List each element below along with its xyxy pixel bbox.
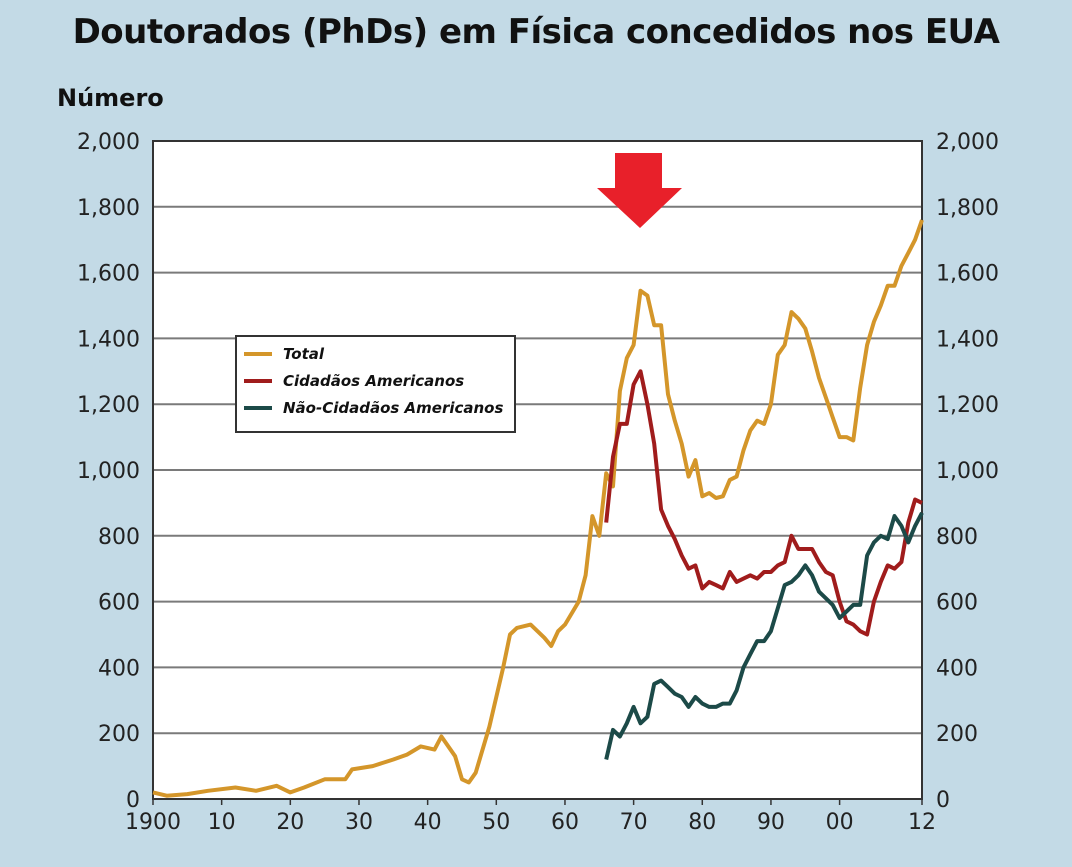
y-tick-label-left: 200 [98, 722, 140, 747]
y-tick-label-right: 200 [936, 722, 978, 747]
series-line-2 [604, 369, 923, 637]
x-tick-label: 00 [826, 810, 854, 835]
red-arrow-icon [597, 153, 682, 228]
y-tick-label-right: 2,000 [936, 130, 999, 155]
y-tick-label-right: 1,600 [936, 262, 999, 287]
y-tick-label-right: 1,400 [936, 327, 999, 352]
series-line-1 [152, 219, 924, 798]
series-line-3 [604, 511, 924, 760]
x-tick-label: 1900 [125, 810, 181, 835]
y-tick-label-left: 1,400 [77, 327, 140, 352]
legend-label: Cidadãos Americanos [283, 372, 464, 390]
y-tick-label-left: 0 [126, 788, 140, 813]
y-axis-label: Número [57, 84, 164, 112]
x-tick-label: 10 [208, 810, 236, 835]
legend-label: Total [283, 345, 325, 363]
legend-box [235, 335, 516, 433]
x-tick-label: 90 [757, 810, 785, 835]
y-tick-label-right: 800 [936, 525, 978, 550]
y-tick-label-left: 1,600 [77, 262, 140, 287]
x-tick-label: 30 [345, 810, 373, 835]
x-tick-label: 60 [551, 810, 579, 835]
y-tick-label-left: 600 [98, 591, 140, 616]
x-tick-label: 70 [620, 810, 648, 835]
y-tick-label-left: 1,800 [77, 196, 140, 221]
y-tick-label-left: 1,200 [77, 393, 140, 418]
x-tick-label: 40 [414, 810, 442, 835]
y-tick-label-left: 2,000 [77, 130, 140, 155]
plot-frame [152, 140, 923, 800]
y-tick-label-right: 1,200 [936, 393, 999, 418]
x-tick-label: 20 [276, 810, 304, 835]
y-tick-label-right: 1,800 [936, 196, 999, 221]
y-tick-label-left: 1,000 [77, 459, 140, 484]
y-tick-label-right: 1,000 [936, 459, 999, 484]
chart-title: Doutorados (PhDs) em Física concedidos n… [72, 12, 1000, 52]
y-tick-label-right: 600 [936, 591, 978, 616]
y-tick-label-left: 400 [98, 656, 140, 681]
y-tick-label-left: 800 [98, 525, 140, 550]
x-tick-label: 12 [908, 810, 936, 835]
y-tick-label-right: 0 [936, 788, 950, 813]
x-tick-label: 50 [482, 810, 510, 835]
legend-label: Não-Cidadãos Americanos [283, 399, 503, 417]
x-tick-label: 80 [688, 810, 716, 835]
y-tick-label-right: 400 [936, 656, 978, 681]
